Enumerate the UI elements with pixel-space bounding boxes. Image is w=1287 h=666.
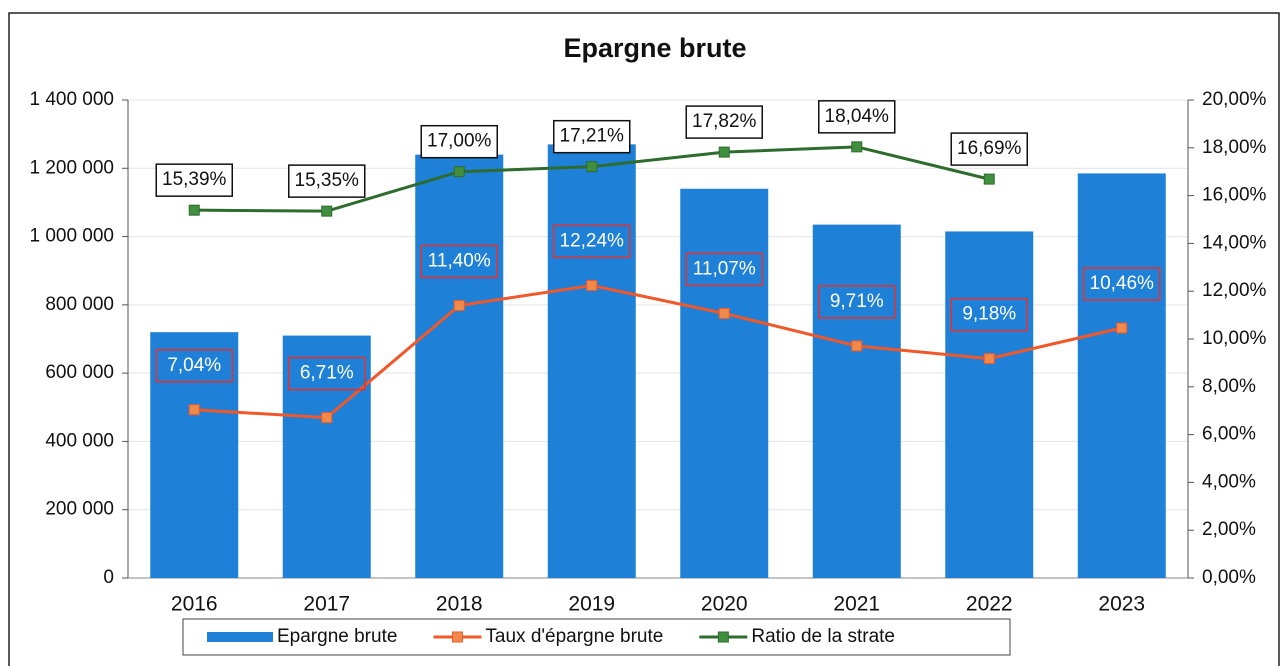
- value-label: 6,71%: [300, 363, 354, 384]
- y2-tick-label: 4,00%: [1202, 471, 1256, 492]
- value-label-box: [553, 119, 631, 154]
- marker: [586, 279, 598, 291]
- x-tick-label: 2016: [171, 593, 218, 616]
- y2-tick-label: 6,00%: [1202, 424, 1256, 445]
- value-label: 11,40%: [428, 251, 491, 272]
- value-label-box: [420, 124, 498, 159]
- y-tick-label: 800 000: [45, 294, 114, 315]
- value-label-box: [685, 252, 763, 287]
- y-tick-label: 0: [103, 567, 114, 588]
- marker: [188, 404, 200, 416]
- value-label-box: [950, 132, 1028, 166]
- y2-tick-label: 0,00%: [1202, 567, 1256, 588]
- bar: [415, 154, 504, 578]
- value-label: 17,82%: [692, 111, 757, 132]
- legend-label: Epargne brute: [277, 626, 397, 647]
- value-label-box: [818, 285, 896, 319]
- bar: [150, 332, 239, 578]
- value-label-box: [420, 244, 498, 279]
- line: [194, 283, 1123, 420]
- value-label-box: [288, 356, 366, 391]
- value-label: 15,35%: [295, 170, 360, 191]
- legend-box: [182, 618, 1011, 656]
- value-label: 17,21%: [560, 126, 625, 147]
- value-label: 7,04%: [167, 355, 221, 376]
- marker: [851, 340, 863, 352]
- x-tick-label: 2022: [966, 593, 1013, 616]
- value-label-box: [818, 100, 896, 134]
- legend-marker: [717, 631, 729, 643]
- x-tick-label: 2023: [1098, 593, 1145, 616]
- legend-marker: [451, 631, 463, 643]
- y2-tick-label: 10,00%: [1202, 328, 1267, 349]
- value-label: 15,39%: [162, 169, 227, 190]
- value-label: 9,71%: [830, 291, 884, 312]
- value-label: 11,07%: [693, 258, 756, 279]
- marker: [453, 166, 465, 178]
- y2-tick-label: 14,00%: [1202, 232, 1267, 253]
- marker: [983, 173, 995, 185]
- y-tick-label: 1 200 000: [29, 157, 114, 178]
- chart-title: Epargne brute: [563, 33, 746, 63]
- y-tick-label: 1 000 000: [29, 226, 114, 247]
- y-tick-label: 400 000: [45, 430, 114, 451]
- bar: [812, 224, 901, 578]
- legend-label: Taux d'épargne brute: [485, 626, 663, 647]
- value-label-box: [685, 105, 763, 139]
- bar: [680, 188, 769, 578]
- y2-tick-label: 2,00%: [1202, 519, 1256, 540]
- x-tick-label: 2017: [303, 593, 350, 616]
- bar: [282, 335, 371, 578]
- marker: [851, 141, 863, 153]
- value-label: 17,00%: [427, 131, 492, 152]
- legend-label: Ratio de la strate: [751, 626, 895, 647]
- marker: [321, 205, 333, 217]
- marker: [321, 412, 333, 424]
- x-tick-label: 2020: [701, 593, 748, 616]
- y2-tick-label: 8,00%: [1202, 376, 1256, 397]
- y-tick-label: 600 000: [45, 362, 114, 383]
- value-label-box: [950, 297, 1028, 332]
- legend-swatch: [207, 632, 273, 642]
- marker: [1116, 322, 1128, 334]
- bar: [547, 144, 636, 578]
- marker: [983, 353, 995, 365]
- marker: [718, 146, 730, 158]
- value-label-box: [1083, 267, 1161, 301]
- x-tick-label: 2018: [436, 593, 483, 616]
- value-label-box: [553, 224, 631, 259]
- marker: [188, 204, 200, 216]
- marker: [586, 161, 598, 173]
- x-tick-label: 2019: [568, 593, 615, 616]
- value-label: 10,46%: [1090, 273, 1155, 294]
- value-label: 9,18%: [962, 304, 1016, 325]
- value-label: 16,69%: [957, 138, 1022, 159]
- y2-tick-label: 16,00%: [1202, 185, 1267, 206]
- value-label-box: [155, 163, 233, 197]
- bar: [1077, 173, 1166, 578]
- chart-frame: [8, 12, 1280, 666]
- y-tick-label: 200 000: [45, 499, 114, 520]
- y2-tick-label: 18,00%: [1202, 137, 1267, 158]
- value-label: 18,04%: [825, 106, 890, 127]
- marker: [453, 300, 465, 312]
- value-label-box: [155, 348, 233, 383]
- marker: [718, 307, 730, 319]
- value-label-box: [288, 164, 366, 198]
- y2-tick-label: 12,00%: [1202, 280, 1267, 301]
- y-tick-label: 1 400 000: [29, 89, 114, 110]
- bar: [945, 231, 1034, 578]
- y2-tick-label: 20,00%: [1202, 89, 1267, 110]
- x-tick-label: 2021: [833, 593, 880, 616]
- value-label: 12,24%: [560, 230, 625, 251]
